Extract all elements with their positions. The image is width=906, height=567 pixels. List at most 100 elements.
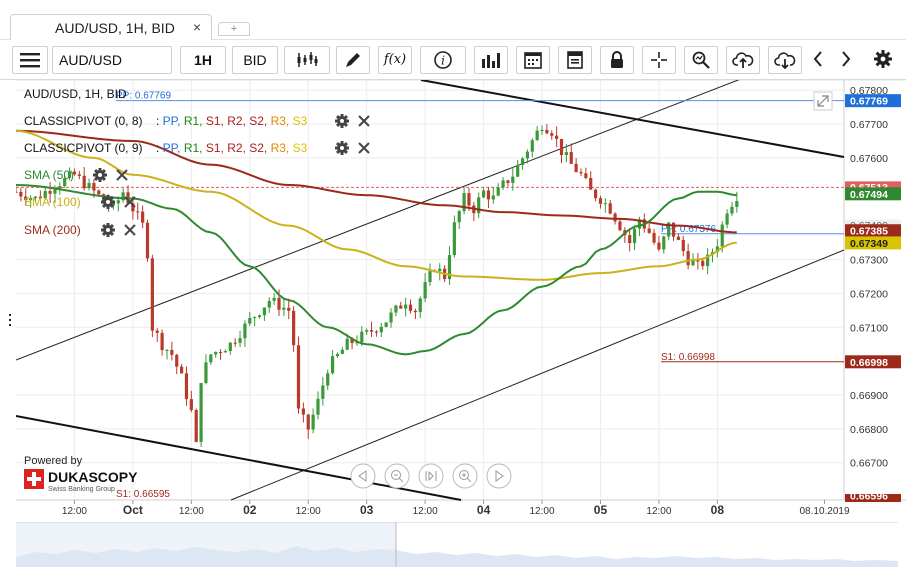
legend-pivot-item: S2, (249, 114, 270, 128)
scroll-right-button[interactable] (834, 46, 858, 74)
s1-price-badge-text: 0.66998 (850, 357, 888, 369)
download-button[interactable] (768, 46, 802, 74)
instrument-label: AUD/USD (59, 52, 123, 68)
candle-body (306, 414, 310, 430)
document-button[interactable] (558, 46, 592, 74)
legend-pivot-item: PP, (163, 141, 184, 155)
bar-chart-button[interactable] (474, 46, 508, 74)
hamburger-icon (20, 53, 40, 68)
drag-handle-icon[interactable] (0, 308, 16, 338)
legend-close-icon[interactable] (116, 169, 128, 181)
candle-body (272, 297, 276, 301)
calendar-button[interactable] (516, 46, 550, 74)
candle-body (550, 133, 554, 136)
legend-gear-icon[interactable] (335, 114, 349, 128)
period-label: 1H (194, 52, 212, 68)
price-tick-label: 0.67800 (850, 85, 888, 97)
zoom-icon (692, 51, 710, 69)
candle-body (676, 236, 680, 240)
time-tick-label: 12:00 (179, 506, 204, 517)
lower-channel-line (230, 249, 845, 501)
instrument-selector[interactable]: AUD/USD (52, 46, 172, 74)
nav-reset-icon[interactable] (418, 463, 444, 489)
close-tab-icon[interactable]: × (192, 19, 201, 35)
nav-forward-icon[interactable] (486, 463, 512, 489)
lock-icon (611, 51, 623, 68)
menu-button[interactable] (12, 46, 48, 74)
time-tick-label: 08.10.2019 (799, 506, 849, 517)
nav-zoom-in-icon[interactable] (452, 463, 478, 489)
price-chart[interactable]: PP: 0.67769 PP: 0.67376 S1: 0.66998 S1: … (16, 80, 906, 523)
navigator-strip[interactable] (16, 522, 898, 567)
upload-button[interactable] (726, 46, 760, 74)
chevron-left-icon (813, 51, 822, 67)
pencil-icon (346, 53, 360, 67)
nav-zoom-out-icon[interactable] (384, 463, 410, 489)
legend-gear-icon[interactable] (101, 223, 115, 237)
candle-body (530, 140, 534, 152)
candle-body (277, 297, 281, 310)
time-tick-label: 12:00 (530, 506, 555, 517)
crosshair-button[interactable] (642, 46, 676, 74)
lock-button[interactable] (600, 46, 634, 74)
sma200-price-badge-text: 0.67385 (850, 226, 888, 238)
candle-body (301, 408, 305, 415)
candle-body (253, 317, 257, 319)
candle-body (516, 165, 520, 177)
info-button[interactable]: i (420, 46, 466, 74)
indicators-button[interactable]: f(x) (378, 46, 412, 74)
legend-gear-icon[interactable] (335, 141, 349, 155)
legend-pivot1-name: CLASSICPIVOT (0, 8) (24, 114, 142, 128)
candle-body (613, 213, 617, 222)
candle-body (53, 189, 57, 194)
scroll-left-button[interactable] (806, 46, 830, 74)
legend-close-icon[interactable] (124, 224, 136, 236)
sma200-line (16, 129, 737, 234)
candle-body (116, 200, 120, 204)
candle-body (194, 410, 198, 442)
candle-body (486, 190, 491, 200)
legend-close-icon[interactable] (358, 142, 370, 154)
candle-body (438, 268, 442, 272)
sma200-price-badge: 0.67385 (845, 224, 901, 238)
candle-body (667, 222, 671, 237)
time-tick-label: 12:00 (413, 506, 438, 517)
add-tab-button[interactable]: + (218, 22, 250, 36)
legend-gear-icon[interactable] (101, 195, 115, 209)
fx-icon: f(x) (383, 52, 407, 67)
candle-body (559, 138, 564, 156)
expand-chart-button[interactable] (813, 91, 833, 111)
candle-body (63, 177, 67, 187)
candle-body (671, 222, 676, 237)
chart-type-button[interactable] (284, 46, 330, 74)
nav-back-icon[interactable] (350, 463, 376, 489)
candle-body (170, 349, 174, 355)
side-selector[interactable]: BID (232, 46, 278, 74)
candle-body (262, 307, 266, 316)
legend-gear-icon[interactable] (93, 168, 107, 182)
price-axis-labels: 0.67800 0.67700 0.67600 0.67300 0.67200 0.671… (850, 85, 888, 470)
candle-body (121, 192, 125, 201)
period-selector[interactable]: 1H (180, 46, 226, 74)
candle-body (238, 338, 242, 343)
time-tick-label: Oct (123, 503, 143, 517)
pivot-levels: PP: 0.67769 PP: 0.67376 S1: 0.66998 S1: … (16, 91, 844, 500)
legend-close-icon[interactable] (358, 115, 370, 127)
candle-body (248, 317, 252, 324)
legend-pivot-item: R3, (271, 114, 293, 128)
candle-body (228, 342, 232, 352)
candle-body (155, 330, 159, 333)
drawing-tool-button[interactable] (336, 46, 370, 74)
price-tick-label: 0.66800 (850, 424, 888, 436)
chart-tab[interactable]: AUD/USD, 1H, BID × (10, 14, 212, 40)
price-tick-label: 0.67700 (850, 119, 888, 131)
zoom-button[interactable] (684, 46, 718, 74)
candle-body (720, 224, 724, 247)
candle-body (467, 193, 471, 206)
legend-close-icon[interactable] (124, 196, 136, 208)
candle-body (496, 187, 500, 196)
candle-body (97, 190, 101, 195)
candle-body (418, 298, 422, 313)
settings-button[interactable] (868, 46, 898, 74)
legend-pivot-item: S3 (293, 114, 308, 128)
